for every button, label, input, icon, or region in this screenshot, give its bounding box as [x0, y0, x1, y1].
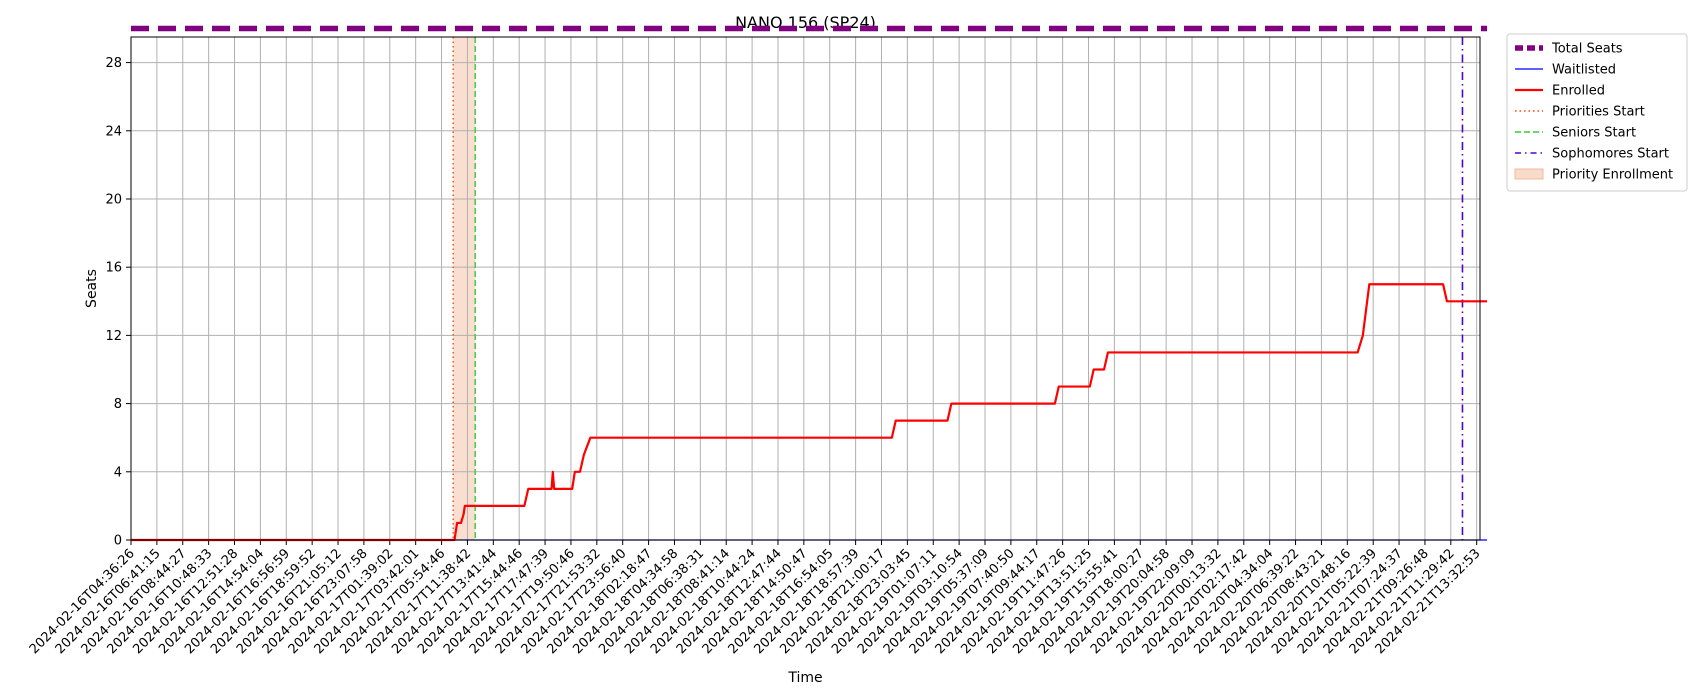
y-tick-label: 8: [114, 397, 122, 412]
legend-label: Enrolled: [1552, 84, 1605, 99]
legend-label: Priority Enrollment: [1552, 168, 1673, 183]
y-tick-label: 4: [114, 465, 122, 480]
y-tick-label: 20: [105, 192, 122, 207]
plot-area: 2024-02-16T04:36:262024-02-16T06:41:1520…: [27, 25, 1488, 657]
legend-swatch: [1514, 168, 1544, 180]
legend: Total Seats Waitlisted Enrolled Priorities …: [1506, 33, 1688, 192]
axes-frame: [130, 36, 1481, 541]
legend-label: Seniors Start: [1552, 126, 1636, 141]
y-tick-label: 12: [105, 329, 122, 344]
y-tick-label: 0: [114, 534, 122, 549]
y-tick-label: 24: [105, 124, 122, 139]
series-enrolled: [131, 283, 1488, 542]
priority-enrollment-span: [453, 37, 476, 540]
y-tick-label: 16: [105, 261, 122, 276]
legend-label: Waitlisted: [1552, 63, 1616, 78]
legend-label: Total Seats: [1551, 42, 1623, 57]
legend-label: Priorities Start: [1552, 105, 1645, 120]
x-axis-label: Time: [787, 670, 822, 686]
y-tick-label: 28: [105, 56, 122, 71]
legend-box: [1506, 33, 1688, 192]
y-axis-label: Seats: [84, 269, 100, 308]
legend-label: Sophomores Start: [1552, 147, 1669, 162]
